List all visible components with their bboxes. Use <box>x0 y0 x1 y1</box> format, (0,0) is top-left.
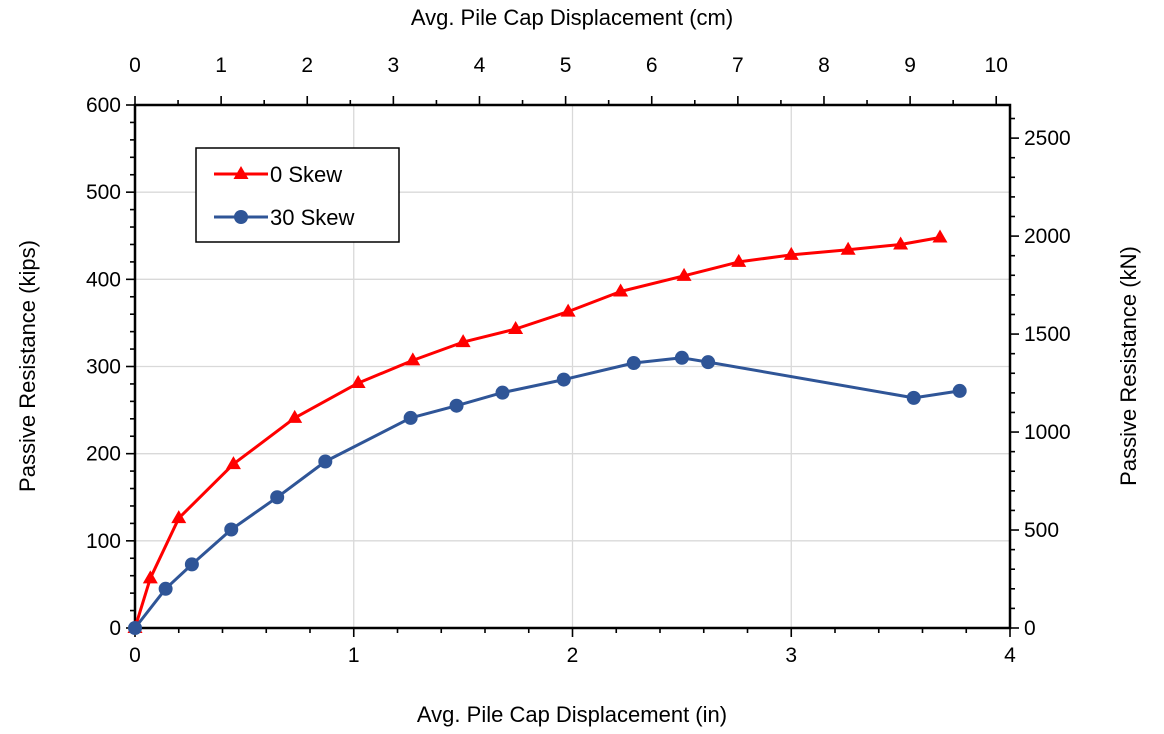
series-30-skew <box>128 350 967 635</box>
y-tick-label: 200 <box>86 443 121 466</box>
data-point-30-skew <box>556 372 571 387</box>
data-point-0-skew <box>142 570 158 584</box>
data-point-30-skew <box>449 398 464 413</box>
y2-tick-label: 500 <box>1024 519 1059 542</box>
y2-tick-label: 0 <box>1024 617 1036 640</box>
x-tick-label: 3 <box>785 644 797 667</box>
gridlines <box>135 105 1010 628</box>
x2-axis-title: Avg. Pile Cap Displacement (cm) <box>411 5 733 30</box>
x2-tick-label: 2 <box>301 54 313 77</box>
x-tick-label: 4 <box>1004 644 1016 667</box>
x2-tick-label: 9 <box>904 54 916 77</box>
data-point-30-skew <box>318 454 333 469</box>
data-point-30-skew <box>674 350 689 365</box>
data-point-0-skew <box>932 229 948 243</box>
data-point-30-skew <box>184 557 199 572</box>
x2-tick-label: 3 <box>388 54 400 77</box>
y-tick-label: 100 <box>86 530 121 553</box>
data-point-0-skew <box>613 283 629 297</box>
data-point-30-skew <box>626 356 641 371</box>
series-0-skew <box>127 229 948 633</box>
data-point-30-skew <box>158 581 173 596</box>
data-point-30-skew <box>701 355 716 370</box>
x2-tick-label: 1 <box>215 54 227 77</box>
legend-label-30-skew: 30 Skew <box>270 205 354 230</box>
x2-tick-label: 7 <box>732 54 744 77</box>
legend-label-0-skew: 0 Skew <box>270 162 342 187</box>
x-tick-label: 2 <box>567 644 579 667</box>
x2-tick-label: 4 <box>474 54 486 77</box>
data-point-30-skew <box>403 410 418 425</box>
data-point-30-skew <box>270 490 285 505</box>
data-point-0-skew <box>225 456 241 470</box>
x2-tick-label: 8 <box>818 54 830 77</box>
data-point-0-skew <box>893 236 909 250</box>
y-tick-label: 600 <box>86 94 121 117</box>
series-line-30-skew <box>133 356 960 629</box>
data-point-0-skew <box>171 510 187 524</box>
data-point-0-skew <box>560 303 576 317</box>
y-tick-label: 500 <box>86 181 121 204</box>
data-point-0-skew <box>731 253 747 267</box>
series-line-0-skew <box>133 236 941 629</box>
y-tick-label: 0 <box>109 617 121 640</box>
x-tick-label: 1 <box>348 644 360 667</box>
legend: 0 Skew 30 Skew <box>195 147 400 243</box>
y-axis-title: Passive Resistance (kips) <box>15 240 40 492</box>
y2-tick-label: 1500 <box>1024 323 1071 346</box>
y-tick-label: 300 <box>86 356 121 379</box>
data-point-30-skew <box>224 522 239 537</box>
x2-tick-label: 10 <box>985 54 1008 77</box>
data-point-0-skew <box>405 352 421 366</box>
x2-tick-label: 6 <box>646 54 658 77</box>
legend-marker-triangle <box>233 166 249 179</box>
data-point-0-skew <box>676 267 692 281</box>
data-point-30-skew <box>906 390 921 405</box>
axis-ticks <box>126 96 1019 637</box>
series-layer <box>127 229 967 635</box>
x2-tick-label: 0 <box>129 54 141 77</box>
y2-tick-label: 1000 <box>1024 421 1071 444</box>
y-tick-label: 400 <box>86 268 121 291</box>
data-point-30-skew <box>952 383 967 398</box>
data-point-0-skew <box>287 409 303 423</box>
data-point-0-skew <box>350 375 366 389</box>
x-axis-title: Avg. Pile Cap Displacement (in) <box>417 702 727 727</box>
data-point-0-skew <box>508 321 524 335</box>
x-tick-label: 0 <box>129 644 141 667</box>
data-point-30-skew <box>128 621 142 635</box>
tick-labels: 0 1 2 3 40 1 2 3 4 5 6 7 8 9 1001002003004005006000500… <box>86 54 1071 667</box>
data-point-0-skew <box>455 334 471 348</box>
y2-axis-title: Passive Resistance (kN) <box>1116 246 1141 486</box>
x2-tick-label: 5 <box>560 54 572 77</box>
legend-box <box>195 147 400 243</box>
data-point-30-skew <box>495 385 510 400</box>
y2-tick-label: 2000 <box>1024 225 1071 248</box>
y2-tick-label: 2500 <box>1024 127 1071 150</box>
data-point-0-skew <box>783 246 799 260</box>
data-point-0-skew <box>840 241 856 255</box>
legend-marker-circle <box>234 210 248 224</box>
